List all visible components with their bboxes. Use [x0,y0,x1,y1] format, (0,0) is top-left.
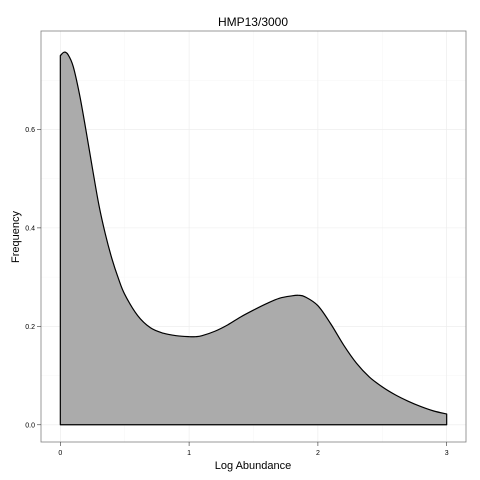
x-tick-label: 2 [316,450,320,457]
y-tick-label: 0.6 [25,127,35,134]
x-tick-label: 3 [445,450,449,457]
y-tick-label: 0.4 [25,225,35,232]
y-axis-label: Frequency [10,211,22,263]
chart-title: HMP13/3000 [218,15,288,29]
x-tick-label: 1 [187,450,191,457]
x-axis-label: Log Abundance [215,460,291,472]
y-tick-label: 0.2 [25,324,35,331]
x-tick-label: 0 [58,450,62,457]
y-tick-label: 0.0 [25,422,35,429]
